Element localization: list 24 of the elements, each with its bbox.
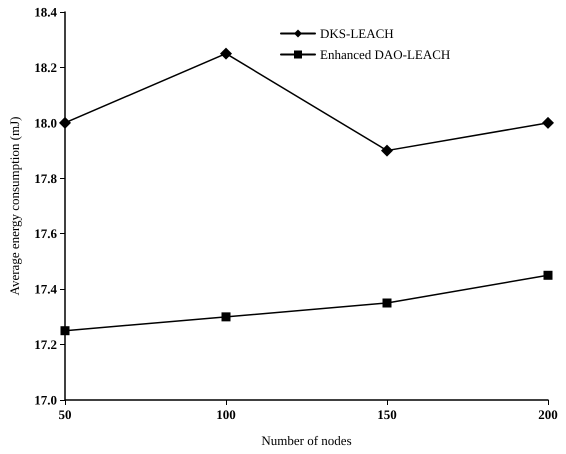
y-tick-label: 17.4: [34, 282, 58, 297]
point: [542, 116, 554, 129]
y-tick-label: 17.8: [34, 170, 58, 186]
point: [382, 298, 392, 308]
y-tick-label: 18.0: [34, 115, 57, 130]
x-tick-label: 150: [377, 407, 397, 422]
x-tick-label: 200: [538, 407, 558, 422]
y-tick-label: 17.6: [34, 226, 58, 242]
point: [60, 326, 70, 336]
y-tick-label: 18.4: [34, 4, 58, 20]
y-tick-label: 18.2: [34, 60, 57, 75]
point: [544, 270, 552, 280]
x-axis-title: Number of nodes: [261, 433, 352, 448]
legend-label: DKS-LEACH: [320, 26, 394, 41]
x-tick-label: 50: [58, 407, 72, 422]
point: [59, 116, 71, 129]
x-tick-label: 100: [216, 407, 236, 422]
y-axis-title: Average energy consumption (mJ): [7, 116, 22, 296]
point: [381, 144, 393, 157]
legend-label: Enhanced DAO-LEACH: [320, 47, 450, 62]
y-tick-label: 17.0: [34, 392, 57, 408]
point: [220, 48, 232, 60]
point: [222, 312, 230, 322]
y-tick-label: 17.2: [34, 337, 57, 352]
